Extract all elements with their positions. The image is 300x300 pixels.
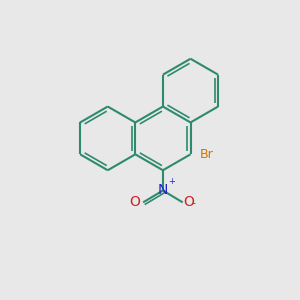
Text: O: O [129,195,140,209]
Text: +: + [168,177,175,186]
Text: O: O [183,195,194,209]
Text: N: N [158,184,168,197]
Text: -: - [191,198,195,208]
Text: Br: Br [200,148,214,161]
